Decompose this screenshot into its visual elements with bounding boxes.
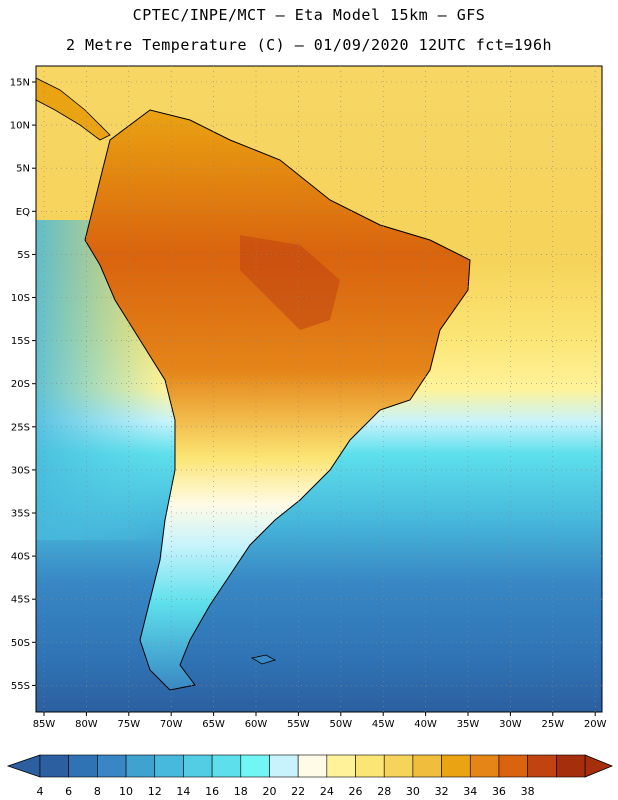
colorbar-cell bbox=[125, 754, 156, 778]
lat-label: 5S bbox=[17, 250, 30, 261]
colorbar-cell bbox=[326, 754, 356, 778]
map-frame bbox=[35, 65, 603, 713]
lon-label: 85W bbox=[33, 719, 56, 730]
colorbar-cell bbox=[441, 754, 471, 778]
colorbar-label: 36 bbox=[492, 785, 506, 798]
colorbar-label: 4 bbox=[37, 785, 44, 798]
lon-label: 20W bbox=[584, 719, 607, 730]
lat-label: 40S bbox=[11, 552, 30, 563]
lon-label: 55W bbox=[287, 719, 310, 730]
falkland-islands bbox=[250, 654, 277, 665]
colorbar-cell bbox=[412, 754, 442, 778]
colorbar-label: 14 bbox=[176, 785, 190, 798]
lat-label: 50S bbox=[11, 638, 30, 649]
lat-label: 45S bbox=[11, 595, 30, 606]
colorbar-cell bbox=[97, 754, 127, 778]
colorbar-label: 26 bbox=[349, 785, 363, 798]
colorbar-cell bbox=[154, 754, 184, 778]
lon-label: 65W bbox=[202, 719, 225, 730]
lat-label: 5N bbox=[16, 164, 30, 175]
lat-label: EQ bbox=[16, 207, 30, 218]
lon-label: 40W bbox=[414, 719, 437, 730]
lon-label: 80W bbox=[75, 719, 98, 730]
colorbar-over-arrow bbox=[584, 754, 614, 778]
lat-label: 35S bbox=[11, 509, 30, 520]
colorbar-label: 6 bbox=[65, 785, 72, 798]
colorbar-label: 32 bbox=[435, 785, 449, 798]
colorbar-label: 16 bbox=[205, 785, 219, 798]
colorbar-label: 20 bbox=[262, 785, 276, 798]
lon-label: 75W bbox=[117, 719, 140, 730]
colorbar-label: 22 bbox=[291, 785, 305, 798]
colorbar-cell bbox=[383, 754, 414, 778]
colorbar-label: 38 bbox=[521, 785, 535, 798]
colorbar-label: 8 bbox=[94, 785, 101, 798]
lon-label: 45W bbox=[372, 719, 395, 730]
colorbar-label: 12 bbox=[148, 785, 162, 798]
lat-label: 15N bbox=[10, 78, 30, 89]
lon-label: 35W bbox=[457, 719, 480, 730]
colorbar-cell bbox=[68, 754, 98, 778]
colorbar-cell bbox=[297, 754, 328, 778]
colorbar-label: 18 bbox=[234, 785, 248, 798]
lat-label: 25S bbox=[11, 422, 30, 433]
title-line-1: CPTEC/INPE/MCT – Eta Model 15km – GFS bbox=[132, 6, 486, 24]
colorbar-cell bbox=[355, 754, 385, 778]
central-america bbox=[36, 77, 111, 141]
colorbar-cell bbox=[469, 754, 500, 778]
lon-label: 30W bbox=[499, 719, 522, 730]
amazon-hot-core bbox=[240, 235, 340, 330]
lat-label: 10S bbox=[11, 293, 30, 304]
lon-label: 70W bbox=[160, 719, 183, 730]
colorbar-cell bbox=[498, 754, 528, 778]
longitude-labels: 85W 80W 75W 70W 65W 60W 55W 50W 45W 40W 35W 30W 25W 2… bbox=[33, 712, 607, 730]
colorbar-label: 10 bbox=[119, 785, 133, 798]
colorbar-label: 34 bbox=[463, 785, 477, 798]
lon-label: 50W bbox=[329, 719, 352, 730]
lat-label: 10N bbox=[10, 121, 30, 132]
colorbar-cell bbox=[527, 754, 557, 778]
latitude-labels: 15N 10N 5N EQ 5S 10S 15S 20S 25S 30S 35S 40S 45S 50S 5… bbox=[10, 78, 36, 692]
colorbar-cell bbox=[39, 754, 69, 778]
title-line-2: 2 Metre Temperature (C) – 01/09/2020 12U… bbox=[65, 36, 553, 54]
colorbar-under-arrow bbox=[6, 754, 41, 778]
south-america-landmass bbox=[84, 109, 471, 691]
colorbar-cell bbox=[211, 754, 242, 778]
lat-label: 20S bbox=[11, 379, 30, 390]
colorbar-cell bbox=[556, 754, 586, 778]
lon-label: 60W bbox=[245, 719, 268, 730]
lon-label: 25W bbox=[541, 719, 564, 730]
colorbar-cell bbox=[269, 754, 299, 778]
colorbar-cell bbox=[240, 754, 270, 778]
lat-label: 30S bbox=[11, 465, 30, 476]
colorbar-label: 28 bbox=[377, 785, 391, 798]
lat-label: 15S bbox=[11, 336, 30, 347]
colorbar-label: 30 bbox=[406, 785, 420, 798]
colorbar-label: 24 bbox=[320, 785, 334, 798]
colorbar-cell bbox=[183, 754, 213, 778]
lat-label: 55S bbox=[11, 681, 30, 692]
